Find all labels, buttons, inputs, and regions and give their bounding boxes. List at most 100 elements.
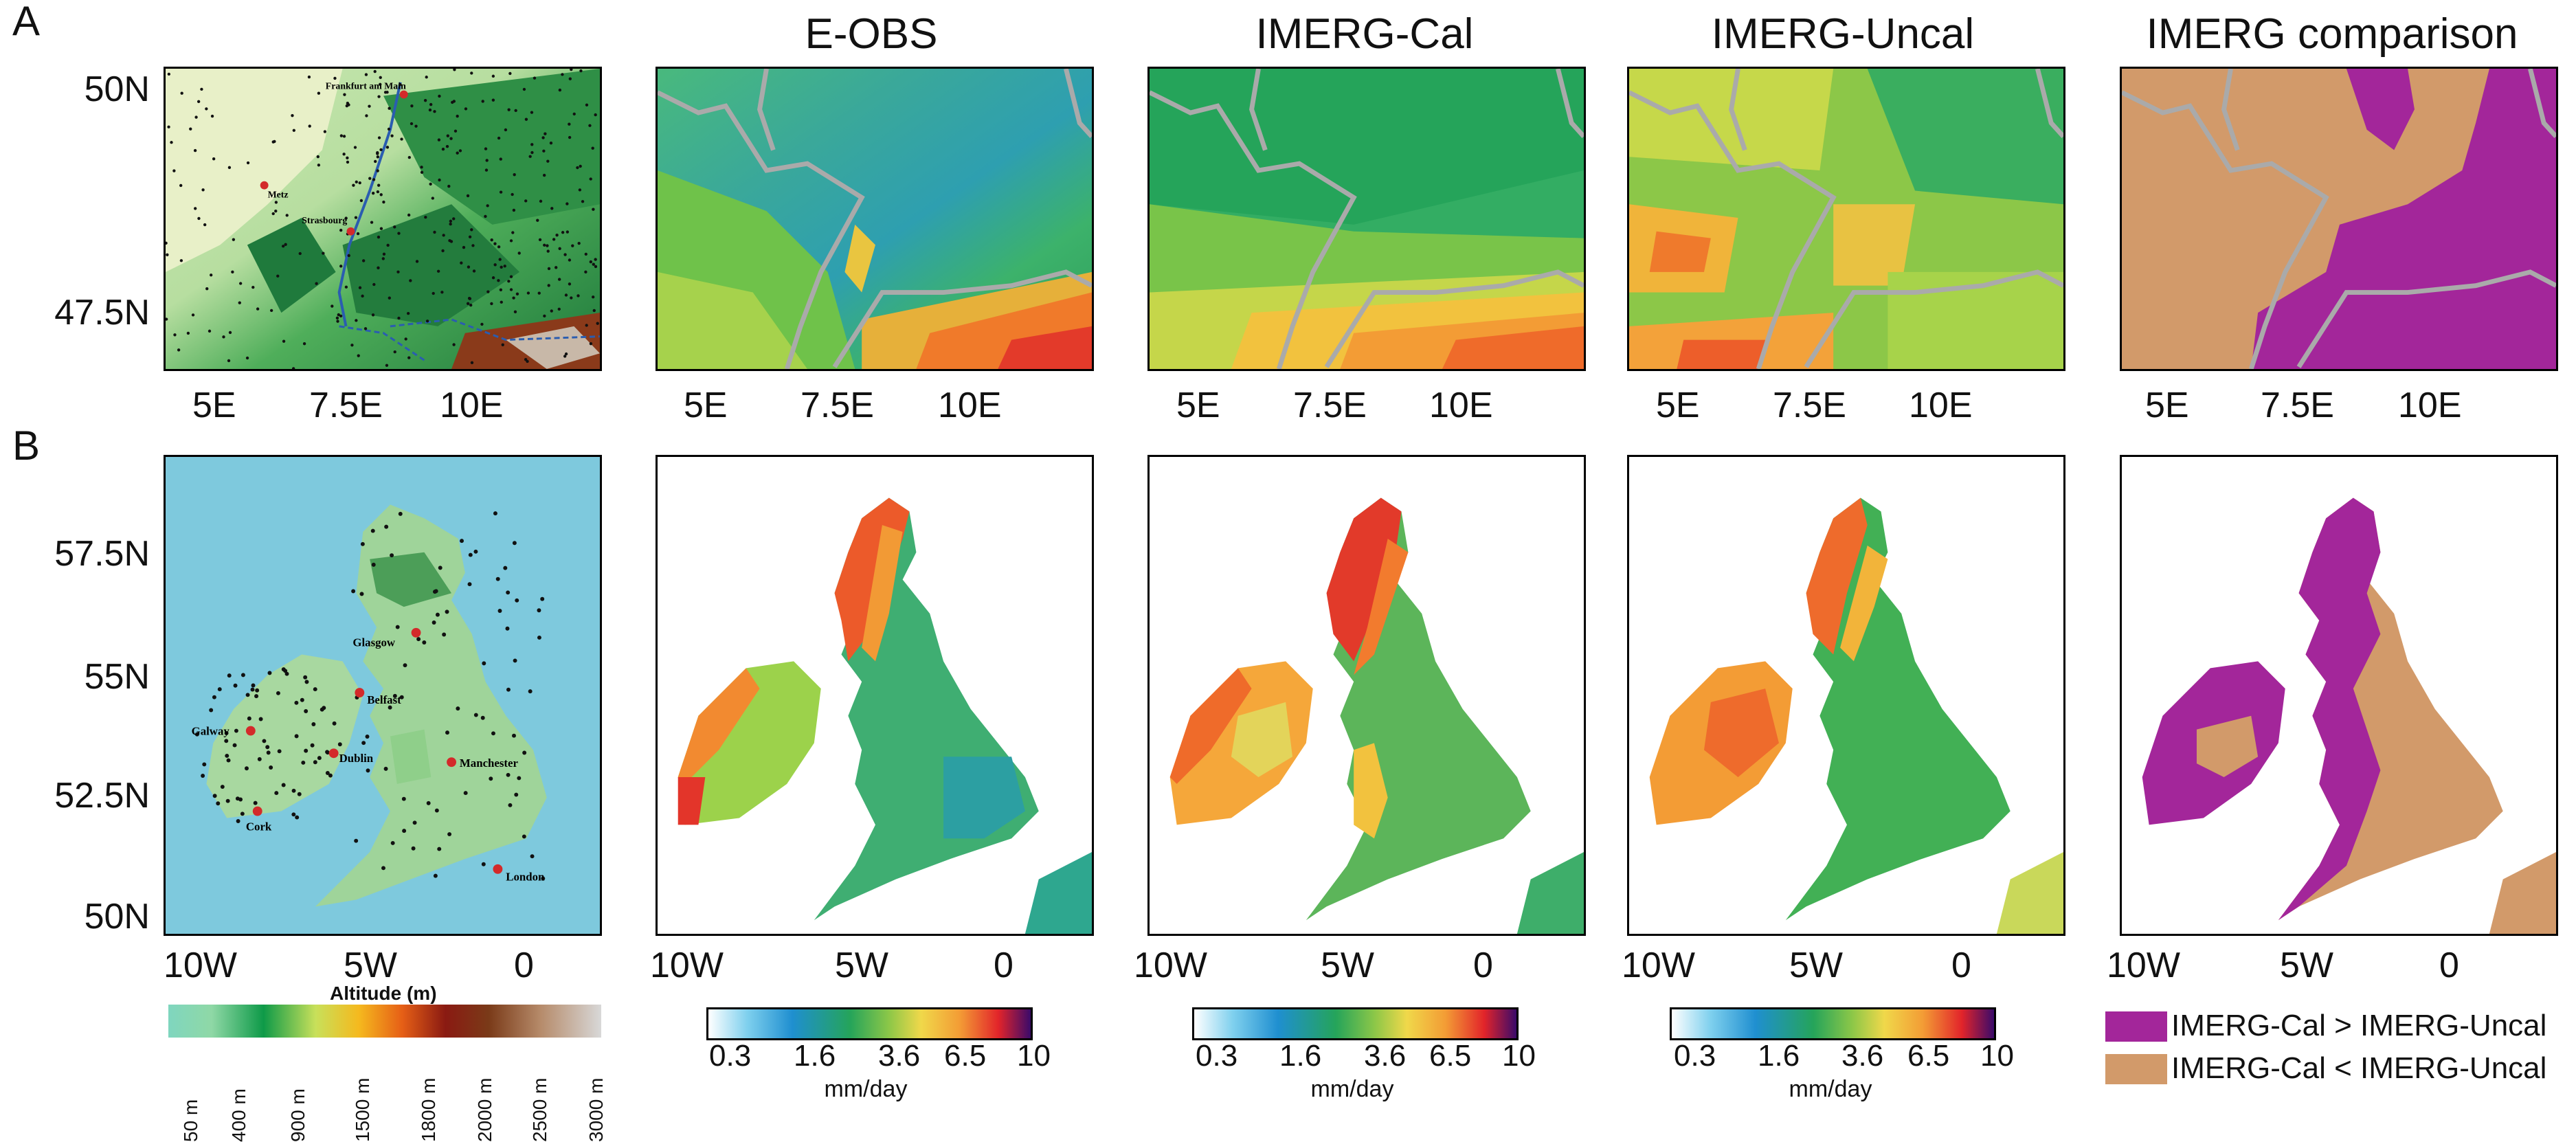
station-dot (557, 278, 561, 281)
station-dot (596, 322, 599, 325)
station-dot (200, 87, 203, 91)
altitude-colorbar (168, 1005, 601, 1038)
station-dot (594, 265, 598, 269)
station-dot (276, 691, 280, 695)
station-dot (205, 287, 209, 291)
cbar1-tick-6-5: 6.5 (944, 1039, 987, 1073)
row-b-xtick-10w-2: 10W (650, 945, 724, 985)
row-a-xtick-5e-4: 5E (1656, 385, 1700, 425)
station-dot (517, 251, 521, 255)
station-dot (445, 144, 449, 148)
station-dot (446, 134, 449, 137)
station-dot (425, 320, 429, 323)
station-dot (467, 582, 472, 587)
station-dot (404, 337, 407, 341)
station-dot (555, 234, 559, 237)
station-dot (468, 552, 473, 557)
station-dot (585, 103, 589, 107)
cbar3-tick-6-5: 6.5 (1907, 1039, 1950, 1073)
city-galway: Galway (192, 724, 230, 737)
station-dot (284, 243, 287, 246)
cbar3-unit: mm/day (1789, 1076, 1872, 1102)
station-dot (365, 114, 368, 117)
station-dot (557, 307, 561, 311)
station-dot (589, 177, 592, 181)
station-dot (382, 200, 385, 204)
station-dot (436, 269, 440, 273)
station-dot (576, 294, 580, 298)
station-dot (227, 166, 232, 169)
row-a-xtick-10e-4: 10E (1909, 385, 1973, 425)
station-dot (350, 344, 354, 347)
station-dot (269, 309, 273, 313)
row-a-xtick-10e-1: 10E (440, 385, 504, 425)
row-a-xtick-5e-5: 5E (2145, 385, 2189, 425)
station-dot (393, 350, 396, 354)
station-dot (589, 342, 593, 346)
cbar3-tick-3-6: 3.6 (1841, 1039, 1884, 1073)
station-dot (441, 249, 445, 253)
station-dot (351, 589, 356, 594)
station-dot (467, 297, 471, 300)
station-dot (368, 177, 372, 180)
station-dot (438, 94, 441, 98)
row-a-xtick-7-5e-1: 7.5E (309, 385, 383, 425)
station-dot (269, 765, 273, 770)
station-dot (463, 791, 468, 796)
map-b-imerg-cal (1147, 455, 1586, 936)
station-dot (352, 183, 355, 187)
station-dot (371, 313, 375, 317)
row-b-ytick-50n: 50N (84, 897, 150, 937)
station-dot (415, 260, 419, 263)
station-dot (589, 260, 593, 264)
station-dot (484, 214, 487, 219)
station-dot (317, 164, 321, 167)
station-dot (549, 142, 553, 145)
altitude-label-1500: 1500 m (352, 1077, 373, 1142)
station-dot (509, 288, 513, 291)
station-dot (291, 113, 294, 117)
station-dot (579, 164, 582, 168)
row-b-xtick-5w-1: 5W (344, 945, 397, 985)
station-dot (343, 93, 346, 96)
station-dot (546, 159, 550, 163)
station-dot (291, 367, 295, 369)
station-dot (432, 291, 435, 295)
station-dot (225, 753, 229, 758)
station-dot (449, 219, 453, 223)
station-dot (385, 91, 389, 94)
station-dot (594, 113, 597, 117)
row-label-a: A (12, 0, 41, 44)
station-dot (491, 74, 495, 78)
station-dot (316, 155, 320, 159)
station-dot (511, 192, 514, 197)
row-a-ytick-47-5n: 47.5N (54, 293, 150, 333)
station-dot (486, 290, 490, 293)
station-dot (515, 292, 519, 295)
station-dot (402, 829, 407, 833)
station-dot (167, 125, 170, 128)
station-dot (294, 700, 299, 705)
map-b-imerg-uncal (1627, 455, 2065, 936)
city-glasgow: Glasgow (352, 636, 396, 649)
station-dot (493, 242, 497, 245)
station-dot (411, 846, 416, 851)
station-dot (543, 243, 546, 247)
station-dot (470, 361, 474, 364)
station-dot (193, 148, 197, 153)
station-dot (253, 800, 258, 805)
station-dot (428, 108, 432, 112)
station-dot (354, 838, 359, 843)
station-dot (543, 314, 546, 318)
station-dot (546, 244, 549, 247)
row-a-xtick-7-5e-2: 7.5E (800, 385, 874, 425)
station-dot (571, 244, 574, 247)
station-dot (302, 342, 306, 346)
station-dot (568, 77, 572, 80)
station-dot (372, 282, 376, 287)
city-london: London (506, 871, 545, 884)
station-dot (388, 296, 391, 300)
station-dot (493, 263, 497, 267)
precip-colorbar-eobs (706, 1007, 1033, 1040)
station-dot (452, 217, 456, 221)
